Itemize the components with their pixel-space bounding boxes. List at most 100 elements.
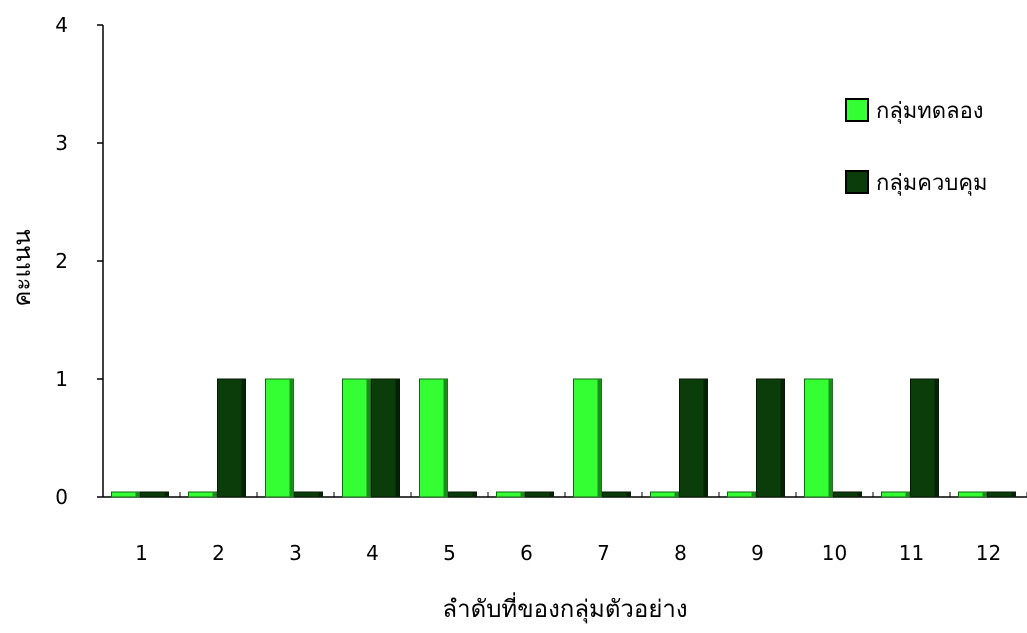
bar-face [650, 491, 679, 498]
x-tick-label: 1 [135, 541, 148, 565]
y-tick-label: 0 [55, 485, 68, 509]
legend: กลุ่มทดลอง กลุ่มควบคุม [845, 98, 988, 196]
bar-side [318, 492, 323, 497]
bar-face [756, 378, 785, 498]
bar-side [164, 492, 169, 497]
bar-control-12 [987, 491, 1016, 498]
bar-face [111, 491, 140, 498]
bar-side [395, 379, 400, 497]
bar-experimental-5 [419, 378, 448, 498]
bar-control-5 [448, 491, 477, 498]
bar-experimental-9 [727, 491, 756, 498]
bar-face [448, 491, 477, 498]
y-tick-label: 4 [55, 13, 68, 37]
bar-face [294, 491, 323, 498]
bar-face [496, 491, 525, 498]
bar-side [520, 492, 525, 497]
y-tick-label: 3 [55, 131, 68, 155]
bar-experimental-7 [573, 378, 602, 498]
legend-label-experimental: กลุ่มทดลอง [876, 99, 984, 124]
bar-side [135, 492, 140, 497]
bar-face [958, 491, 987, 498]
bar-control-11 [910, 378, 939, 498]
x-tick-label: 10 [822, 541, 847, 565]
bar-side [289, 379, 294, 497]
bar-experimental-4 [342, 378, 371, 498]
bar-control-6 [525, 491, 554, 498]
bar-experimental-6 [496, 491, 525, 498]
legend-swatch-experimental [845, 98, 869, 122]
bar-experimental-3 [265, 378, 294, 498]
bar-face [910, 378, 939, 498]
x-tick-label: 9 [751, 541, 764, 565]
bar-control-1 [140, 491, 169, 498]
bar-face [804, 378, 833, 498]
x-tick-label: 4 [366, 541, 379, 565]
bar-control-8 [679, 378, 708, 498]
bar-side [212, 492, 217, 497]
x-tick-label: 3 [289, 541, 302, 565]
bar-side [934, 379, 939, 497]
x-tick-label: 6 [520, 541, 533, 565]
y-axis-title: คะแนน [8, 229, 36, 306]
bar-side [857, 492, 862, 497]
bar-experimental-1 [111, 491, 140, 498]
x-tick-label: 5 [443, 541, 456, 565]
x-tick-label: 2 [212, 541, 225, 565]
bar-side [982, 492, 987, 497]
y-tick-label: 2 [55, 249, 68, 273]
bar-side [597, 379, 602, 497]
legend-swatch-control [845, 170, 869, 194]
x-tick-label: 11 [899, 541, 924, 565]
bar-experimental-8 [650, 491, 679, 498]
bar-control-3 [294, 491, 323, 498]
bar-side [443, 379, 448, 497]
bar-face [217, 378, 246, 498]
legend-item-experimental: กลุ่มทดลอง [845, 98, 984, 124]
bar-experimental-11 [881, 491, 910, 498]
bar-side [828, 379, 833, 497]
bar-face [727, 491, 756, 498]
bar-control-2 [217, 378, 246, 498]
bar-side [366, 379, 371, 497]
bar-side [241, 379, 246, 497]
bar-face [833, 491, 862, 498]
bar-side [905, 492, 910, 497]
bar-face [265, 378, 294, 498]
bar-face [602, 491, 631, 498]
bar-face [371, 378, 400, 498]
bar-face [573, 378, 602, 498]
legend-item-control: กลุ่มควบคุม [845, 170, 988, 196]
bar-side [703, 379, 708, 497]
bar-control-7 [602, 491, 631, 498]
legend-label-control: กลุ่มควบคุม [876, 171, 988, 196]
bar-experimental-2 [188, 491, 217, 498]
bar-face [419, 378, 448, 498]
bar-face [881, 491, 910, 498]
x-tick-label: 7 [597, 541, 610, 565]
bar-side [751, 492, 756, 497]
bar-face [987, 491, 1016, 498]
bar-side [549, 492, 554, 497]
bar-face [188, 491, 217, 498]
bar-control-10 [833, 491, 862, 498]
bar-experimental-10 [804, 378, 833, 498]
bar-side [1011, 492, 1016, 497]
x-tick-label: 12 [976, 541, 1001, 565]
bar-face [525, 491, 554, 498]
bar-experimental-12 [958, 491, 987, 498]
bar-face [342, 378, 371, 498]
x-axis-title: ลำดับที่ของกลุ่มตัวอย่าง [442, 592, 687, 624]
bar-side [780, 379, 785, 497]
bar-side [626, 492, 631, 497]
bar-side [472, 492, 477, 497]
bar-control-4 [371, 378, 400, 498]
bars [111, 378, 1016, 498]
bar-control-9 [756, 378, 785, 498]
y-tick-label: 1 [55, 367, 68, 391]
x-tick-label: 8 [674, 541, 687, 565]
bar-face [679, 378, 708, 498]
